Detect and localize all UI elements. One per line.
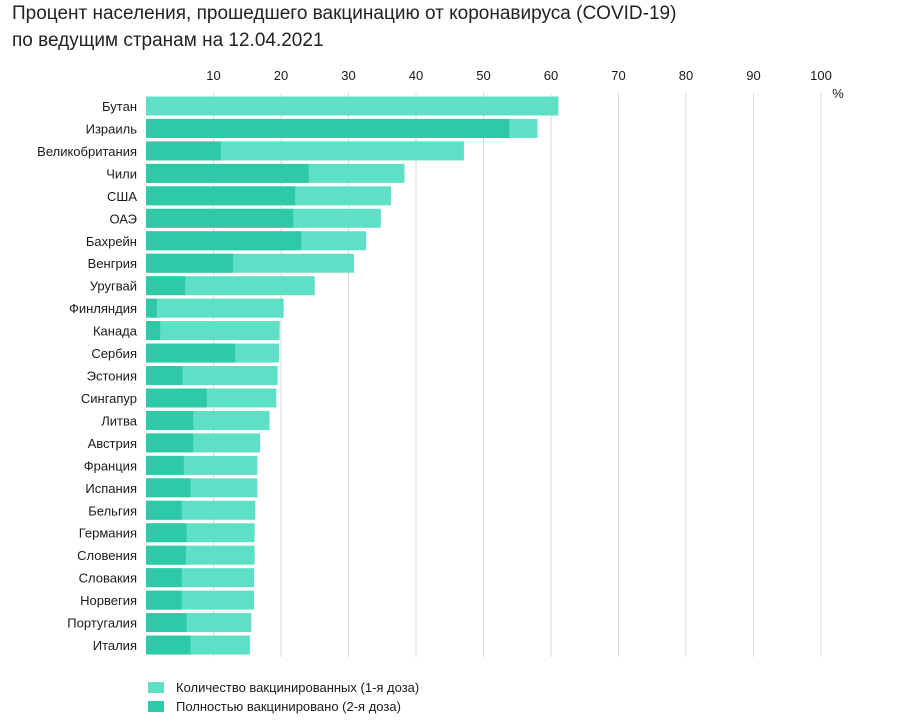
chart-title-line-2: по ведущим странам на 12.04.2021	[12, 30, 324, 51]
category-label: Словакия	[79, 571, 137, 586]
bar-first-dose	[146, 298, 284, 318]
category-label: Канада	[93, 324, 138, 339]
x-tick-label: 40	[409, 68, 423, 83]
bars	[146, 96, 559, 655]
bar-first-dose	[146, 96, 559, 116]
bar-second-dose	[146, 500, 182, 520]
legend-item-first-dose: Количество вакцинированных (1-я доза)	[148, 678, 419, 697]
category-label: Португалия	[67, 616, 137, 631]
category-label: Литва	[101, 413, 138, 428]
bar-second-dose	[146, 276, 186, 296]
bar-second-dose	[146, 410, 194, 430]
bar-second-dose	[146, 523, 187, 543]
category-label: Сингапур	[81, 391, 137, 406]
category-label: Бельгия	[88, 503, 137, 518]
legend-item-second-dose: Полностью вакцинировано (2-я доза)	[148, 697, 419, 716]
category-label: Германия	[79, 526, 137, 541]
x-tick-label: 10	[206, 68, 220, 83]
category-label: ОАЭ	[109, 211, 137, 226]
category-label: Израиль	[86, 121, 138, 136]
category-label: Франция	[84, 458, 137, 473]
bar-second-dose	[146, 545, 186, 565]
bar-second-dose	[146, 568, 182, 588]
bar-second-dose	[146, 433, 194, 453]
legend-swatch-second-dose	[148, 701, 164, 712]
bar-second-dose	[146, 635, 191, 655]
category-label: Сербия	[91, 346, 137, 361]
bar-second-dose	[146, 298, 157, 318]
bar-second-dose	[146, 118, 510, 138]
category-label: Норвегия	[80, 593, 137, 608]
legend-swatch-first-dose	[148, 682, 164, 693]
category-label: Италия	[93, 638, 137, 653]
bar-second-dose	[146, 321, 161, 341]
bar-second-dose	[146, 478, 191, 498]
legend-label-first-dose: Количество вакцинированных (1-я доза)	[176, 680, 420, 695]
category-label: Австрия	[88, 436, 137, 451]
bar-second-dose	[146, 141, 221, 161]
legend-label-second-dose: Полностью вакцинировано (2-я доза)	[176, 699, 401, 714]
category-label: Эстония	[87, 369, 137, 384]
bar-second-dose	[146, 163, 309, 183]
x-tick-label: 100	[810, 68, 832, 83]
category-labels: Бутан Израиль Великобритания Чили США ОАЭ Бахр…	[37, 99, 138, 653]
x-axis-unit-label: %	[832, 86, 844, 101]
bar-second-dose	[146, 208, 294, 228]
category-label: Чили	[106, 166, 137, 181]
category-label: США	[107, 189, 137, 204]
bar-second-dose	[146, 186, 296, 206]
x-tick-label: 90	[746, 68, 760, 83]
category-label: Бахрейн	[86, 234, 137, 249]
bar-second-dose	[146, 366, 183, 386]
x-tick-label: 80	[679, 68, 693, 83]
category-label: Великобритания	[37, 144, 137, 159]
bar-second-dose	[146, 253, 234, 273]
x-tick-label: 30	[341, 68, 355, 83]
category-label: Бутан	[102, 99, 137, 114]
bar-second-dose	[146, 455, 184, 475]
x-tick-label: 50	[476, 68, 490, 83]
legend: Количество вакцинированных (1-я доза) По…	[148, 678, 419, 716]
chart-title-line-1: Процент населения, прошедшего вакцинацию…	[12, 3, 677, 24]
bar-second-dose	[146, 388, 207, 408]
bar-first-dose	[146, 276, 315, 296]
x-axis-ticks: 10 20 30 40 50 60 70 80 90 100	[206, 68, 832, 83]
category-label: Словения	[77, 548, 137, 563]
x-tick-label: 20	[274, 68, 288, 83]
bar-second-dose	[146, 231, 302, 251]
bar-second-dose	[146, 343, 236, 363]
category-label: Испания	[85, 481, 137, 496]
bar-second-dose	[146, 590, 182, 610]
category-label: Уругвай	[90, 279, 137, 294]
category-label: Венгрия	[88, 256, 137, 271]
bar-second-dose	[146, 613, 187, 633]
chart-title: Процент населения, прошедшего вакцинацию…	[12, 0, 676, 54]
x-tick-label: 60	[544, 68, 558, 83]
category-label: Финляндия	[69, 301, 137, 316]
bar-first-dose	[146, 141, 464, 161]
bar-first-dose	[146, 321, 280, 341]
x-tick-label: 70	[611, 68, 625, 83]
